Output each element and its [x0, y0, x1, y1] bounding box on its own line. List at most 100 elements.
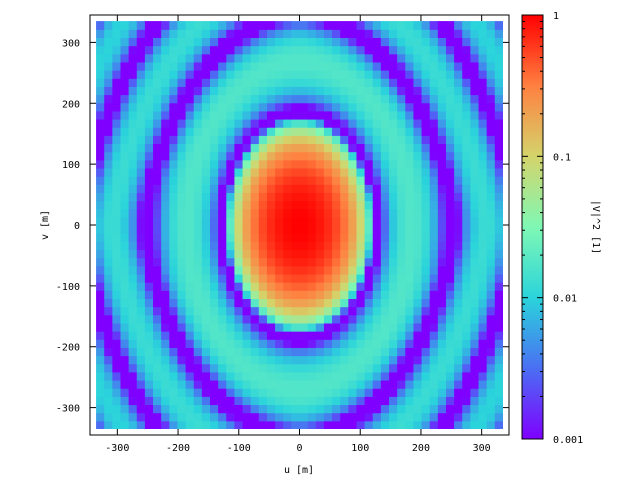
heatmap-cell: [275, 102, 284, 112]
heatmap-cell: [153, 45, 162, 55]
heatmap-cell: [112, 379, 122, 389]
heatmap-cell: [112, 306, 122, 316]
heatmap-cell: [275, 29, 284, 38]
heatmap-cell: [462, 61, 471, 71]
heatmap-cell: [323, 225, 333, 234]
heatmap-cell: [234, 331, 244, 340]
heatmap-cell: [136, 216, 146, 226]
heatmap-cell: [478, 379, 488, 389]
heatmap-cell: [364, 322, 374, 332]
heatmap-cell: [486, 45, 496, 55]
heatmap-cell: [96, 118, 105, 128]
heatmap-cell: [153, 331, 162, 340]
heatmap-cell: [397, 127, 406, 136]
heatmap-cell: [218, 61, 227, 71]
heatmap-cell: [258, 143, 268, 153]
heatmap-cell: [128, 192, 138, 202]
heatmap-cell: [429, 404, 439, 414]
heatmap-cell: [209, 233, 219, 242]
heatmap-cell: [283, 396, 292, 406]
heatmap-cell: [218, 379, 227, 389]
heatmap-cell: [445, 110, 455, 120]
heatmap-cell: [242, 298, 252, 308]
heatmap-cell: [104, 282, 113, 291]
heatmap-cell: [421, 151, 431, 161]
heatmap-cell: [185, 396, 195, 406]
heatmap-cell: [120, 78, 130, 87]
heatmap-cell: [209, 282, 219, 291]
heatmap-cell: [323, 53, 333, 63]
heatmap-cell: [470, 110, 480, 120]
heatmap-cell: [120, 86, 130, 96]
heatmap-cell: [275, 388, 284, 397]
heatmap-cell: [226, 110, 236, 120]
heatmap-cell: [372, 216, 382, 226]
heatmap-cell: [340, 290, 349, 300]
heatmap-cell: [372, 94, 382, 104]
heatmap-cell: [299, 70, 309, 79]
heatmap-cell: [153, 322, 162, 332]
heatmap-cell: [201, 216, 211, 226]
heatmap-cell: [193, 355, 203, 365]
heatmap-cell: [413, 233, 423, 242]
heatmap-cell: [250, 143, 260, 153]
heatmap-cell: [332, 331, 341, 340]
heatmap-cell: [405, 273, 415, 283]
heatmap-cell: [348, 420, 358, 429]
heatmap-cell: [454, 322, 463, 332]
heatmap-cell: [120, 420, 130, 429]
heatmap-cell: [266, 322, 276, 332]
heatmap-cell: [201, 420, 211, 429]
heatmap-cell: [250, 314, 260, 324]
heatmap-cell: [421, 404, 431, 414]
heatmap-cell: [299, 347, 309, 357]
heatmap-cell: [266, 420, 276, 429]
heatmap-cell: [323, 331, 333, 340]
x-tick-label: 300: [473, 443, 491, 454]
heatmap-cell: [218, 86, 227, 96]
heatmap-cell: [226, 135, 236, 145]
heatmap-cell: [380, 265, 390, 275]
heatmap-cell: [348, 127, 358, 136]
heatmap-cell: [445, 290, 455, 300]
heatmap-cell: [193, 282, 203, 291]
heatmap-cell: [218, 249, 227, 259]
heatmap-cell: [291, 21, 301, 30]
heatmap-cell: [275, 151, 284, 161]
heatmap-cell: [250, 282, 260, 291]
heatmap-cell: [340, 118, 349, 128]
heatmap-cell: [112, 21, 122, 30]
heatmap-cell: [185, 37, 195, 47]
heatmap-cell: [315, 29, 325, 38]
heatmap-cell: [340, 298, 349, 308]
heatmap-cell: [454, 273, 463, 283]
heatmap-cell: [218, 184, 227, 193]
heatmap-cell: [364, 249, 374, 259]
heatmap-cell: [429, 143, 439, 153]
heatmap-cell: [323, 273, 333, 283]
heatmap-cell: [218, 404, 227, 414]
heatmap-cell: [405, 404, 415, 414]
heatmap-cell: [283, 249, 292, 259]
heatmap-cell: [96, 70, 105, 79]
heatmap-cell: [283, 21, 292, 30]
heatmap-cell: [104, 216, 113, 226]
heatmap-cell: [234, 249, 244, 259]
heatmap-cell: [250, 420, 260, 429]
heatmap-cell: [209, 306, 219, 316]
heatmap-cell: [258, 273, 268, 283]
heatmap-cell: [120, 127, 130, 136]
heatmap-cell: [372, 167, 382, 177]
heatmap-cell: [462, 127, 471, 136]
heatmap-cell: [128, 29, 138, 38]
heatmap-cell: [323, 127, 333, 136]
heatmap-cell: [177, 45, 187, 55]
heatmap-cell: [275, 127, 284, 136]
heatmap-cell: [234, 94, 244, 104]
heatmap-cell: [96, 306, 105, 316]
heatmap-cell: [169, 29, 179, 38]
heatmap-cell: [340, 322, 349, 332]
heatmap-cell: [323, 143, 333, 153]
heatmap-cell: [486, 53, 496, 63]
heatmap-cell: [486, 94, 496, 104]
